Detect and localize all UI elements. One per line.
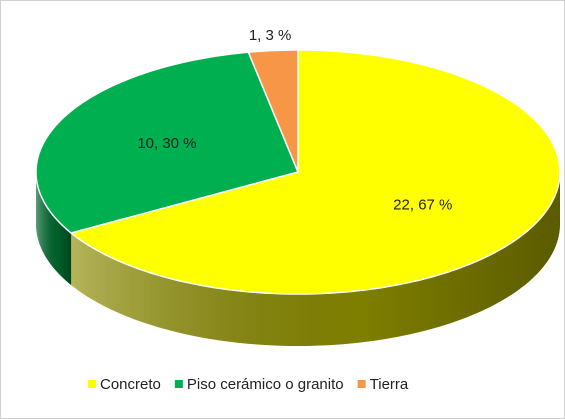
legend-swatch: [357, 380, 366, 388]
legend-label: Tierra: [370, 376, 409, 393]
slice: [247, 49, 299, 173]
data-label: 10, 30 %: [137, 135, 196, 152]
data-label: 22, 67 %: [393, 197, 452, 214]
legend-swatch: [88, 380, 96, 388]
slice-side-shade: [36, 172, 72, 285]
data-label: 1, 3 %: [249, 27, 292, 44]
legend-label: Concreto: [100, 376, 161, 393]
legend-swatch: [174, 380, 183, 388]
slice-side-shade: [71, 172, 560, 346]
legend-label: Piso cerámico o granito: [187, 376, 344, 393]
slice: [69, 49, 561, 295]
slice: [35, 51, 300, 234]
